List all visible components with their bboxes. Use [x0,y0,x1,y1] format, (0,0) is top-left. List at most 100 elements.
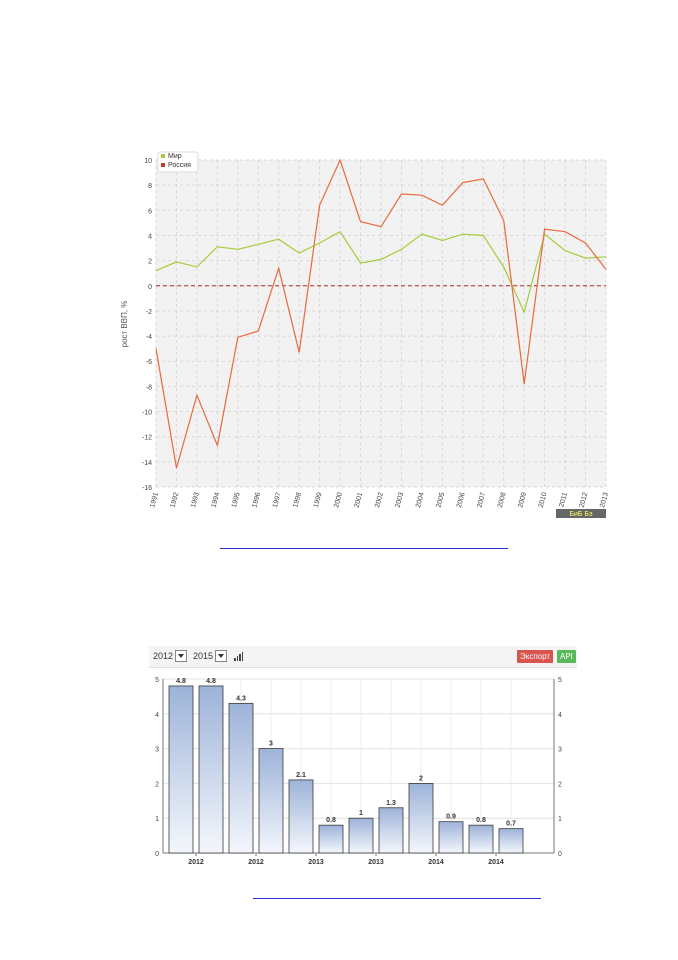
grid [155,159,607,488]
to-year-select[interactable]: 2015 [193,650,228,662]
x-tick-label: 1992 [170,492,181,509]
y-tick-label: 4 [148,233,152,240]
x-tick-label: 2006 [456,492,467,509]
x-tick-label: 1997 [272,492,283,509]
bar[interactable] [228,702,254,854]
legend: Мир Россия [157,151,199,173]
x-tick-label: 1998 [292,492,303,509]
signal-bars-icon[interactable] [234,652,244,661]
bar[interactable] [318,824,344,854]
toolbar: 2012 2015 Экспорт API [149,646,577,668]
bar-value-label: 2.1 [296,772,306,779]
series-world-line [155,230,607,314]
y-tick-label-left: 1 [155,816,159,823]
y-tick-label: -8 [146,384,152,391]
x-tick-label: 1994 [211,492,222,509]
legend-swatch-world [161,154,165,158]
watermark-box [556,509,606,518]
from-year-select[interactable]: 2012 [153,650,188,662]
x-tick-label: 2012 [248,859,264,866]
bar-value-label: 0.8 [326,817,336,824]
source-link-2[interactable] [253,898,541,899]
bar[interactable] [198,685,224,854]
y-tick-label-right: 1 [558,816,562,823]
y-tick-label: -16 [142,485,152,492]
x-tick-label: 2009 [517,492,528,509]
y-tick-label: -2 [146,309,152,316]
bar-value-label: 0.7 [506,821,516,828]
x-tick-label: 1995 [231,492,242,509]
chevron-down-icon[interactable] [175,650,188,662]
bar-value-label: 3 [269,741,273,748]
y-tick-label-right: 3 [558,747,562,754]
x-tick-label: 1991 [149,492,160,509]
bar[interactable] [258,748,284,854]
y-tick-label: 6 [148,208,152,215]
x-tick-label: 2003 [395,492,406,509]
gdp-bar-chart: 0 0 1 1 2 2 3 3 4 4 5 5 4.8 4.8 4.3 3 2.1 0.8 1 1.3 2 0.9 0.8… [155,677,562,866]
bar[interactable] [438,821,464,854]
x-tick-label: 2014 [488,859,504,866]
y-tick-label-left: 2 [155,781,159,788]
y-tick-label: -12 [142,435,152,442]
bar-value-label: 4.8 [176,678,186,685]
bar-value-label: 4.3 [236,695,246,702]
y-tick-label-right: 4 [558,712,562,719]
chevron-down-icon[interactable] [215,650,228,662]
x-tick-label: 2002 [374,492,385,509]
y-tick-label-left: 5 [155,677,159,684]
legend-russia: Россия [168,162,191,169]
legend-box [157,151,199,173]
x-tick-label: 2013 [308,859,324,866]
bar[interactable] [348,817,374,854]
x-tick-label: 1999 [313,492,324,509]
y-tick-labels: 0 0 1 1 2 2 3 3 4 4 5 5 [155,677,562,858]
x-tick-labels: 1991 1992 1993 1994 1995 1996 1997 1998 1999 2000… [149,492,610,509]
api-button[interactable]: API [557,650,576,663]
bar[interactable] [498,828,524,854]
bar[interactable] [408,783,434,854]
x-tick-label: 2000 [333,492,344,509]
bar-value-label: 4.8 [206,678,216,685]
bar-value-label: 1 [359,810,363,817]
export-button[interactable]: Экспорт [517,650,554,663]
bar[interactable] [378,807,404,854]
bar-value-label: 0.9 [446,814,456,821]
series-lines [155,158,607,469]
x-tick-label: 1996 [251,492,262,509]
y-tick-label: -6 [146,359,152,366]
x-tick-label: 2013 [368,859,384,866]
y-tick-label-right: 5 [558,677,562,684]
y-tick-label: -14 [142,460,152,467]
x-tick-label: 2012 [579,492,590,509]
x-tick-label: 2008 [497,492,508,509]
y-tick-label: -4 [146,334,152,341]
legend-world: Мир [168,153,182,160]
bar-value-label: 0.8 [476,817,486,824]
y-tick-label-left: 3 [155,747,159,754]
bar-value-label: 1.3 [386,800,396,807]
y-tick-label: 8 [148,183,152,190]
bar[interactable] [168,685,194,854]
y-axis-label: рост ВВП, % [120,301,129,348]
y-tick-label-left: 4 [155,712,159,719]
world-russia-gdp-chart: 10 8 6 4 2 0 -2 -4 -6 -8 -10 -12 -14 -16 1991 1992 1993… [120,151,610,518]
source-link-1[interactable] [220,548,508,549]
x-tick-label: 2001 [354,492,365,509]
series-russia-line [155,158,607,469]
x-tick-label: 2010 [538,492,549,509]
y-tick-label: 2 [148,259,152,266]
x-tick-label: 2011 [558,492,569,508]
y-tick-label: 0 [148,284,152,291]
bars: 4.8 4.8 4.3 3 2.1 0.8 1 1.3 2 0.9 0.8 0.7 [168,678,524,854]
legend-swatch-russia [161,163,165,167]
y-tick-label: -10 [142,410,152,417]
y-tick-labels: 10 8 6 4 2 0 -2 -4 -6 -8 -10 -12 -14 -16 [142,158,152,492]
bar[interactable] [468,824,494,854]
x-tick-label: 2005 [436,492,447,509]
watermark: БиБ Бэ [569,511,593,518]
bar[interactable] [288,779,314,854]
bar-value-label: 2 [419,775,423,782]
x-tick-labels: 2012 2012 2013 2013 2014 2014 [188,853,504,866]
